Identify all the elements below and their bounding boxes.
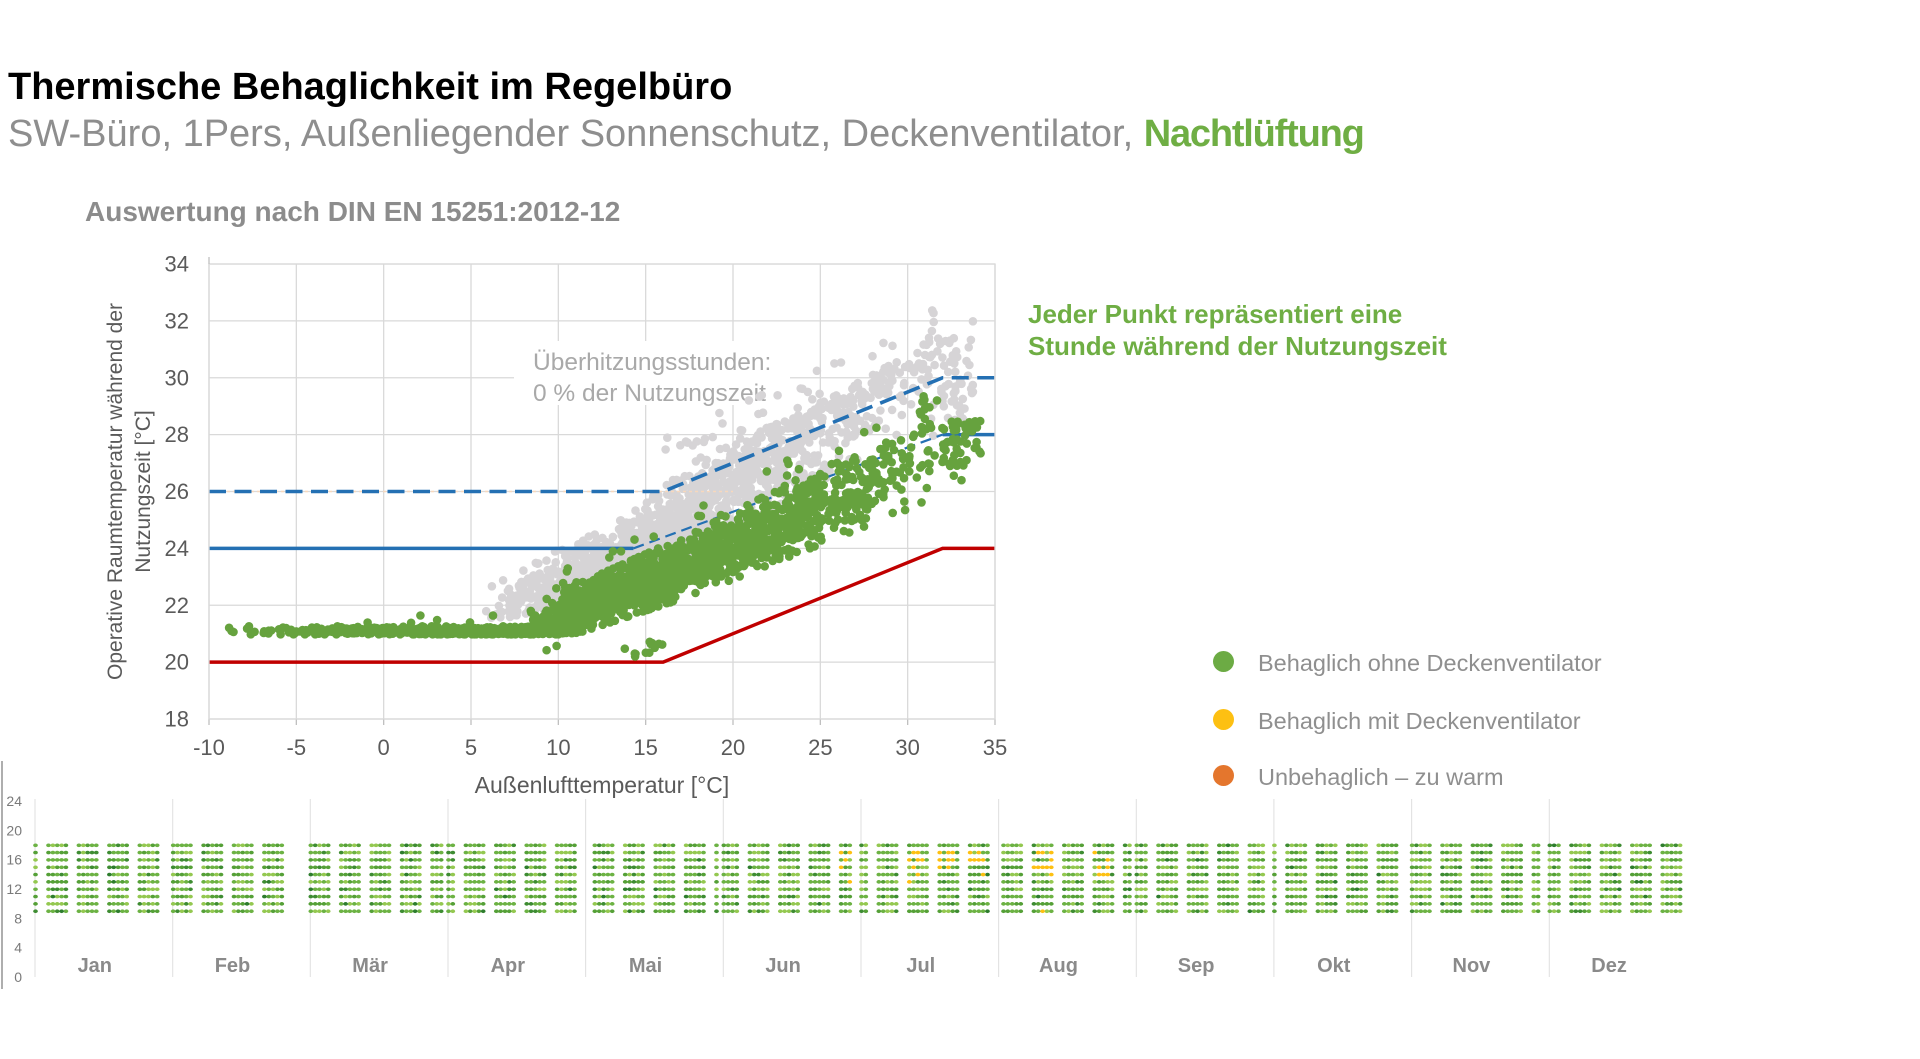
svg-text:20: 20 bbox=[165, 650, 189, 675]
svg-text:Sep: Sep bbox=[1178, 955, 1215, 977]
svg-text:34: 34 bbox=[165, 252, 189, 277]
svg-text:Apr: Apr bbox=[491, 955, 526, 977]
svg-text:Feb: Feb bbox=[215, 955, 251, 977]
svg-text:Jan: Jan bbox=[78, 955, 112, 977]
svg-text:Überhitzungsstunden:: Überhitzungsstunden: bbox=[533, 349, 771, 376]
svg-text:16: 16 bbox=[6, 852, 22, 868]
svg-text:28: 28 bbox=[165, 422, 189, 447]
svg-text:20: 20 bbox=[6, 822, 22, 838]
svg-text:Dez: Dez bbox=[1591, 955, 1627, 977]
svg-text:24: 24 bbox=[6, 793, 22, 809]
svg-text:-10: -10 bbox=[193, 735, 225, 760]
svg-text:Operative Raumtemperatur währe: Operative Raumtemperatur während der bbox=[104, 303, 127, 680]
svg-text:12: 12 bbox=[6, 881, 22, 897]
svg-text:26: 26 bbox=[165, 479, 189, 504]
svg-text:Jul: Jul bbox=[906, 955, 935, 977]
svg-text:Nov: Nov bbox=[1453, 955, 1492, 977]
svg-text:35: 35 bbox=[983, 735, 1007, 760]
svg-text:25: 25 bbox=[808, 735, 832, 760]
svg-text:20: 20 bbox=[721, 735, 745, 760]
svg-text:Mär: Mär bbox=[352, 955, 388, 977]
svg-text:24: 24 bbox=[165, 536, 189, 561]
svg-text:10: 10 bbox=[546, 735, 570, 760]
svg-text:Außenlufttemperatur [°C]: Außenlufttemperatur [°C] bbox=[475, 772, 730, 798]
svg-text:Jun: Jun bbox=[765, 955, 801, 977]
svg-text:0: 0 bbox=[378, 735, 390, 760]
svg-text:30: 30 bbox=[165, 365, 189, 390]
svg-text:0: 0 bbox=[14, 969, 22, 985]
svg-text:32: 32 bbox=[165, 308, 189, 333]
svg-text:22: 22 bbox=[165, 593, 189, 618]
svg-text:30: 30 bbox=[895, 735, 919, 760]
svg-text:4: 4 bbox=[14, 940, 22, 956]
svg-text:15: 15 bbox=[633, 735, 657, 760]
svg-text:-5: -5 bbox=[287, 735, 307, 760]
svg-text:8: 8 bbox=[14, 910, 22, 926]
svg-text:Aug: Aug bbox=[1039, 955, 1078, 977]
svg-text:5: 5 bbox=[465, 735, 477, 760]
svg-text:Okt: Okt bbox=[1317, 955, 1351, 977]
svg-text:Mai: Mai bbox=[629, 955, 662, 977]
svg-text:0 % der Nutzungszeit: 0 % der Nutzungszeit bbox=[533, 380, 766, 407]
svg-text:18: 18 bbox=[165, 707, 189, 732]
svg-text:Nutzungszeit [°C]: Nutzungszeit [°C] bbox=[132, 410, 155, 572]
